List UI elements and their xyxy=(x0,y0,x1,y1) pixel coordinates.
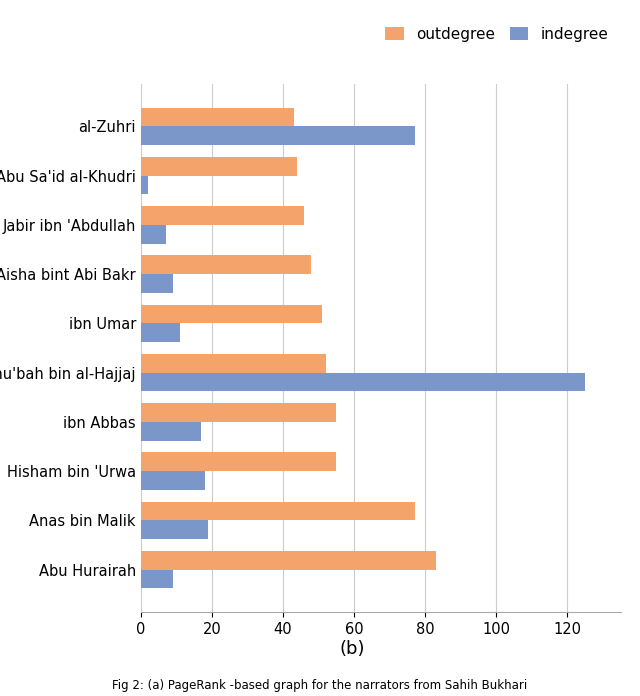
Legend: outdegree, indegree: outdegree, indegree xyxy=(381,22,613,47)
Bar xyxy=(141,422,201,441)
Text: (b): (b) xyxy=(339,640,365,658)
Text: Fig 2: (a) PageRank -based graph for the narrators from Sahih Bukhari: Fig 2: (a) PageRank -based graph for the… xyxy=(113,679,527,692)
Bar xyxy=(141,206,305,225)
Bar xyxy=(141,225,166,244)
Bar xyxy=(141,274,173,293)
Bar xyxy=(141,157,297,175)
Bar xyxy=(141,305,322,324)
Bar xyxy=(141,403,337,422)
Bar xyxy=(141,372,585,391)
Bar xyxy=(141,570,173,588)
Bar xyxy=(141,126,415,145)
Bar xyxy=(141,471,205,490)
Bar xyxy=(141,551,436,570)
Bar xyxy=(141,324,180,342)
Bar xyxy=(141,354,326,372)
Bar xyxy=(141,108,294,126)
Bar xyxy=(141,452,337,471)
Bar xyxy=(141,175,148,194)
Bar xyxy=(141,521,209,539)
Bar xyxy=(141,255,312,274)
Bar xyxy=(141,502,415,521)
